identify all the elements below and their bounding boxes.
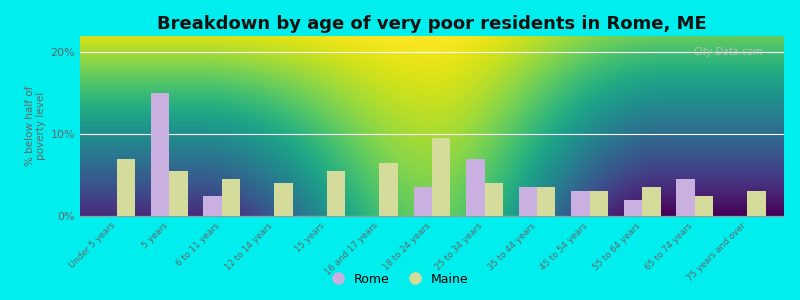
Bar: [379, 163, 398, 216]
Bar: [485, 183, 503, 216]
Bar: [642, 188, 661, 216]
Bar: [274, 183, 293, 216]
Bar: [117, 159, 135, 216]
Bar: [571, 191, 590, 216]
Legend: Rome, Maine: Rome, Maine: [326, 268, 474, 291]
Bar: [151, 93, 170, 216]
Bar: [327, 171, 346, 216]
Bar: [203, 196, 222, 216]
Bar: [466, 159, 485, 216]
Bar: [432, 138, 450, 216]
Y-axis label: % below half of
poverty level: % below half of poverty level: [25, 86, 46, 166]
Bar: [414, 188, 432, 216]
Bar: [537, 188, 555, 216]
Bar: [747, 191, 766, 216]
Bar: [518, 188, 537, 216]
Bar: [694, 196, 713, 216]
Title: Breakdown by age of very poor residents in Rome, ME: Breakdown by age of very poor residents …: [157, 15, 707, 33]
Bar: [590, 191, 608, 216]
Bar: [222, 179, 240, 216]
Bar: [624, 200, 642, 216]
Text: City-Data.com: City-Data.com: [694, 47, 763, 57]
Bar: [676, 179, 694, 216]
Bar: [170, 171, 188, 216]
